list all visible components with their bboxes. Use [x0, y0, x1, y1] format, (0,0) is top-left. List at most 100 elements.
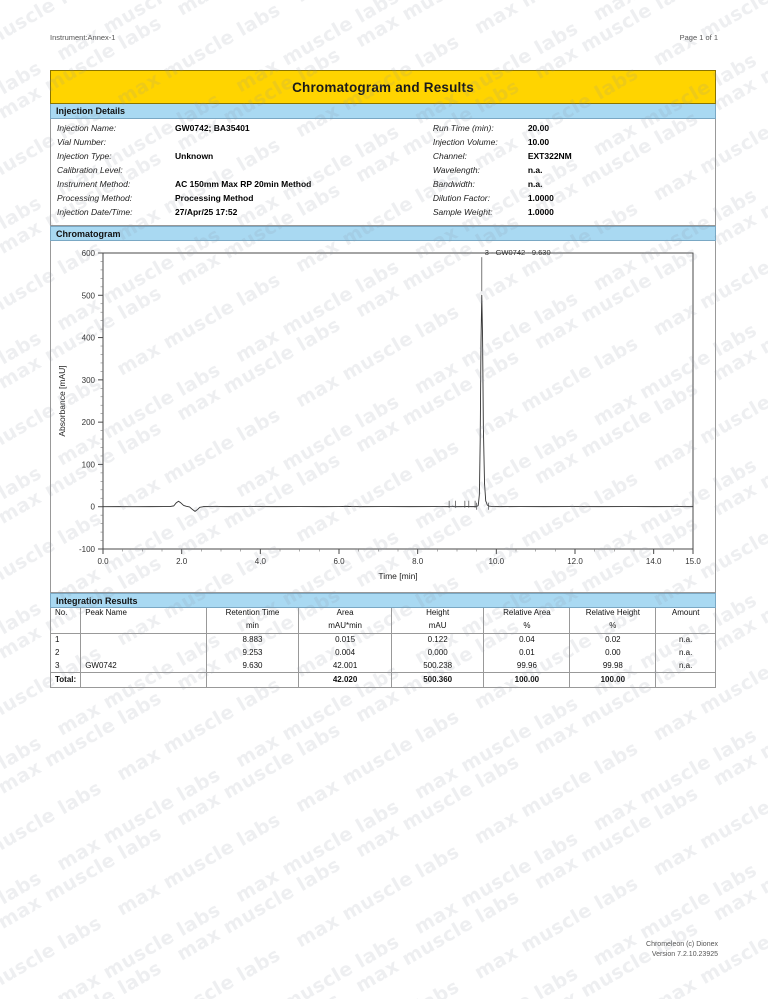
watermark-row: max muscle labs max muscle labs max musc…	[0, 0, 768, 34]
injection-detail-row: Dilution Factor: 1.0000	[433, 193, 715, 207]
integration-marks	[448, 500, 489, 510]
y-tick-label: 100	[82, 460, 96, 469]
cell-name	[80, 646, 207, 659]
cell-rel_height: 99.98	[569, 659, 657, 673]
x-tick-label: 14.0	[646, 557, 662, 566]
injection-detail-row: Instrument Method: AC 150mm Max RP 20min …	[57, 179, 423, 193]
injection-detail-row: Calibration Level:	[57, 165, 423, 179]
injection-detail-row: Vial Number:	[57, 137, 423, 151]
x-tick-label: 4.0	[255, 557, 267, 566]
injection-detail-label: Injection Name:	[57, 123, 117, 133]
injection-detail-label: Wavelength:	[432, 165, 480, 175]
injection-detail-label: Injection Date/Time:	[57, 207, 133, 217]
x-tick-label: 10.0	[489, 557, 505, 566]
page-topbar: Instrument:Annex-1 Page 1 of 1	[0, 33, 768, 42]
column-header: Relative Height	[569, 608, 657, 621]
cell-no: 3	[49, 659, 82, 673]
injection-details-box: Injection Name: GW0742; BA35401 Vial Numbe…	[50, 119, 716, 226]
y-tick-label: 200	[82, 418, 96, 427]
total-spacer	[80, 671, 207, 688]
column-unit	[655, 621, 716, 634]
x-tick-label: 6.0	[333, 557, 345, 566]
cell-rt: 8.883	[205, 633, 300, 646]
column-unit: mAU*min	[298, 621, 392, 634]
injection-detail-value: 1.0000	[527, 193, 554, 203]
cell-area: 0.004	[298, 646, 392, 659]
y-axis: -100 0 100 200 300 400 500 600	[79, 249, 103, 554]
y-tick-label: 600	[82, 249, 96, 258]
y-tick-label: 400	[82, 334, 96, 343]
cell-rt: 9.630	[205, 659, 300, 673]
cell-height: 0.000	[390, 646, 485, 659]
injection-detail-row: Sample Weight: 1.0000	[433, 207, 715, 221]
x-axis-title: Time [min]	[378, 571, 417, 581]
injection-detail-value: 20.00	[527, 123, 550, 133]
total-area: 42.020	[298, 671, 392, 688]
injection-detail-row: Run Time (min): 20.00	[433, 123, 715, 137]
plot-frame	[102, 252, 694, 550]
table-row: 2 9.253 0.004 0.000 0.01 0.00 n.a.	[49, 646, 716, 659]
report-body: Chromatogram and Results Injection Detai…	[49, 70, 716, 688]
report-footer: Chromeleon (c) Dionex Version 7.2.10.239…	[646, 940, 718, 960]
injection-detail-row: Injection Date/Time: 27/Apr/25 17:52	[57, 207, 423, 221]
injection-detail-label: Calibration Level:	[57, 165, 123, 175]
page-number: Page 1 of 1	[679, 33, 718, 42]
x-axis: 0.0 2.0 4.0 6.0 8.0 10.0 12.0 14.0 15.0	[97, 549, 701, 566]
table-body: 1 8.883 0.015 0.122 0.04 0.02 n.a. 2 9.253 0.004 0…	[49, 633, 716, 673]
cell-amount: n.a.	[655, 633, 716, 646]
column-unit: mAU	[390, 621, 485, 634]
injection-detail-value: Unknown	[175, 151, 214, 161]
total-amount	[655, 671, 716, 688]
injection-detail-label: Injection Volume:	[432, 137, 498, 147]
injection-detail-label: Bandwidth:	[432, 179, 475, 189]
table-header-row: No. Peak Name Retention Time Area Height Rela…	[49, 608, 716, 621]
instrument-label: Instrument:Annex-1	[50, 33, 116, 42]
column-unit: min	[205, 621, 300, 634]
injection-detail-label: Injection Type:	[57, 151, 112, 161]
cell-amount: n.a.	[655, 646, 716, 659]
injection-detail-row: Injection Type: Unknown	[57, 151, 423, 165]
section-header-injection-details: Injection Details	[50, 104, 716, 119]
injection-detail-value: 10.00	[527, 137, 550, 147]
table-head: No. Peak Name Retention Time Area Height Rela…	[49, 608, 716, 634]
column-header: No.	[49, 608, 82, 621]
column-header: Area	[298, 608, 392, 621]
injection-detail-row: Injection Name: GW0742; BA35401	[57, 123, 423, 137]
injection-detail-label: Vial Number:	[57, 137, 106, 147]
cell-amount: n.a.	[655, 659, 716, 673]
column-unit	[80, 621, 207, 634]
column-header: Relative Area	[483, 608, 571, 621]
page-title: Chromatogram and Results	[50, 70, 716, 104]
x-tick-label: 15.0	[685, 557, 701, 566]
table-footer: Total: 42.020 500.360 100.00 100.00	[49, 671, 716, 688]
column-header: Peak Name	[80, 608, 207, 621]
injection-detail-value: AC 150mm Max RP 20min Method	[175, 179, 312, 189]
table-row: 3 GW0742 9.630 42.001 500.238 99.96 99.98 n.a.	[49, 659, 716, 673]
injection-detail-value: GW0742; BA35401	[175, 123, 250, 133]
table-row: 1 8.883 0.015 0.122 0.04 0.02 n.a.	[49, 633, 716, 646]
cell-name	[80, 633, 207, 646]
column-unit: %	[483, 621, 571, 634]
x-tick-label: 12.0	[567, 557, 583, 566]
total-row: Total: 42.020 500.360 100.00 100.00	[49, 671, 716, 688]
integration-results-table: No. Peak Name Retention Time Area Height Rela…	[49, 608, 716, 688]
cell-rt: 9.253	[205, 646, 300, 659]
injection-detail-label: Sample Weight:	[432, 207, 493, 217]
peak-annotation-label: 3 - GW0742 - 9.630	[485, 248, 551, 257]
injection-detail-label: Instrument Method:	[57, 179, 131, 189]
total-rel_area: 100.00	[483, 671, 571, 688]
injection-detail-label: Dilution Factor:	[432, 193, 490, 203]
y-tick-label: 300	[82, 376, 96, 385]
y-tick-label: 500	[82, 291, 96, 300]
cell-rel_area: 0.01	[483, 646, 571, 659]
section-header-chromatogram: Chromatogram	[50, 226, 716, 241]
injection-detail-row: Injection Volume: 10.00	[433, 137, 715, 151]
table-units-row: min mAU*min mAU%%	[49, 621, 716, 634]
injection-detail-label: Channel:	[432, 151, 467, 161]
cell-height: 500.238	[390, 659, 485, 673]
injection-detail-row: Wavelength: n.a.	[433, 165, 715, 179]
injection-detail-value: 1.0000	[527, 207, 554, 217]
